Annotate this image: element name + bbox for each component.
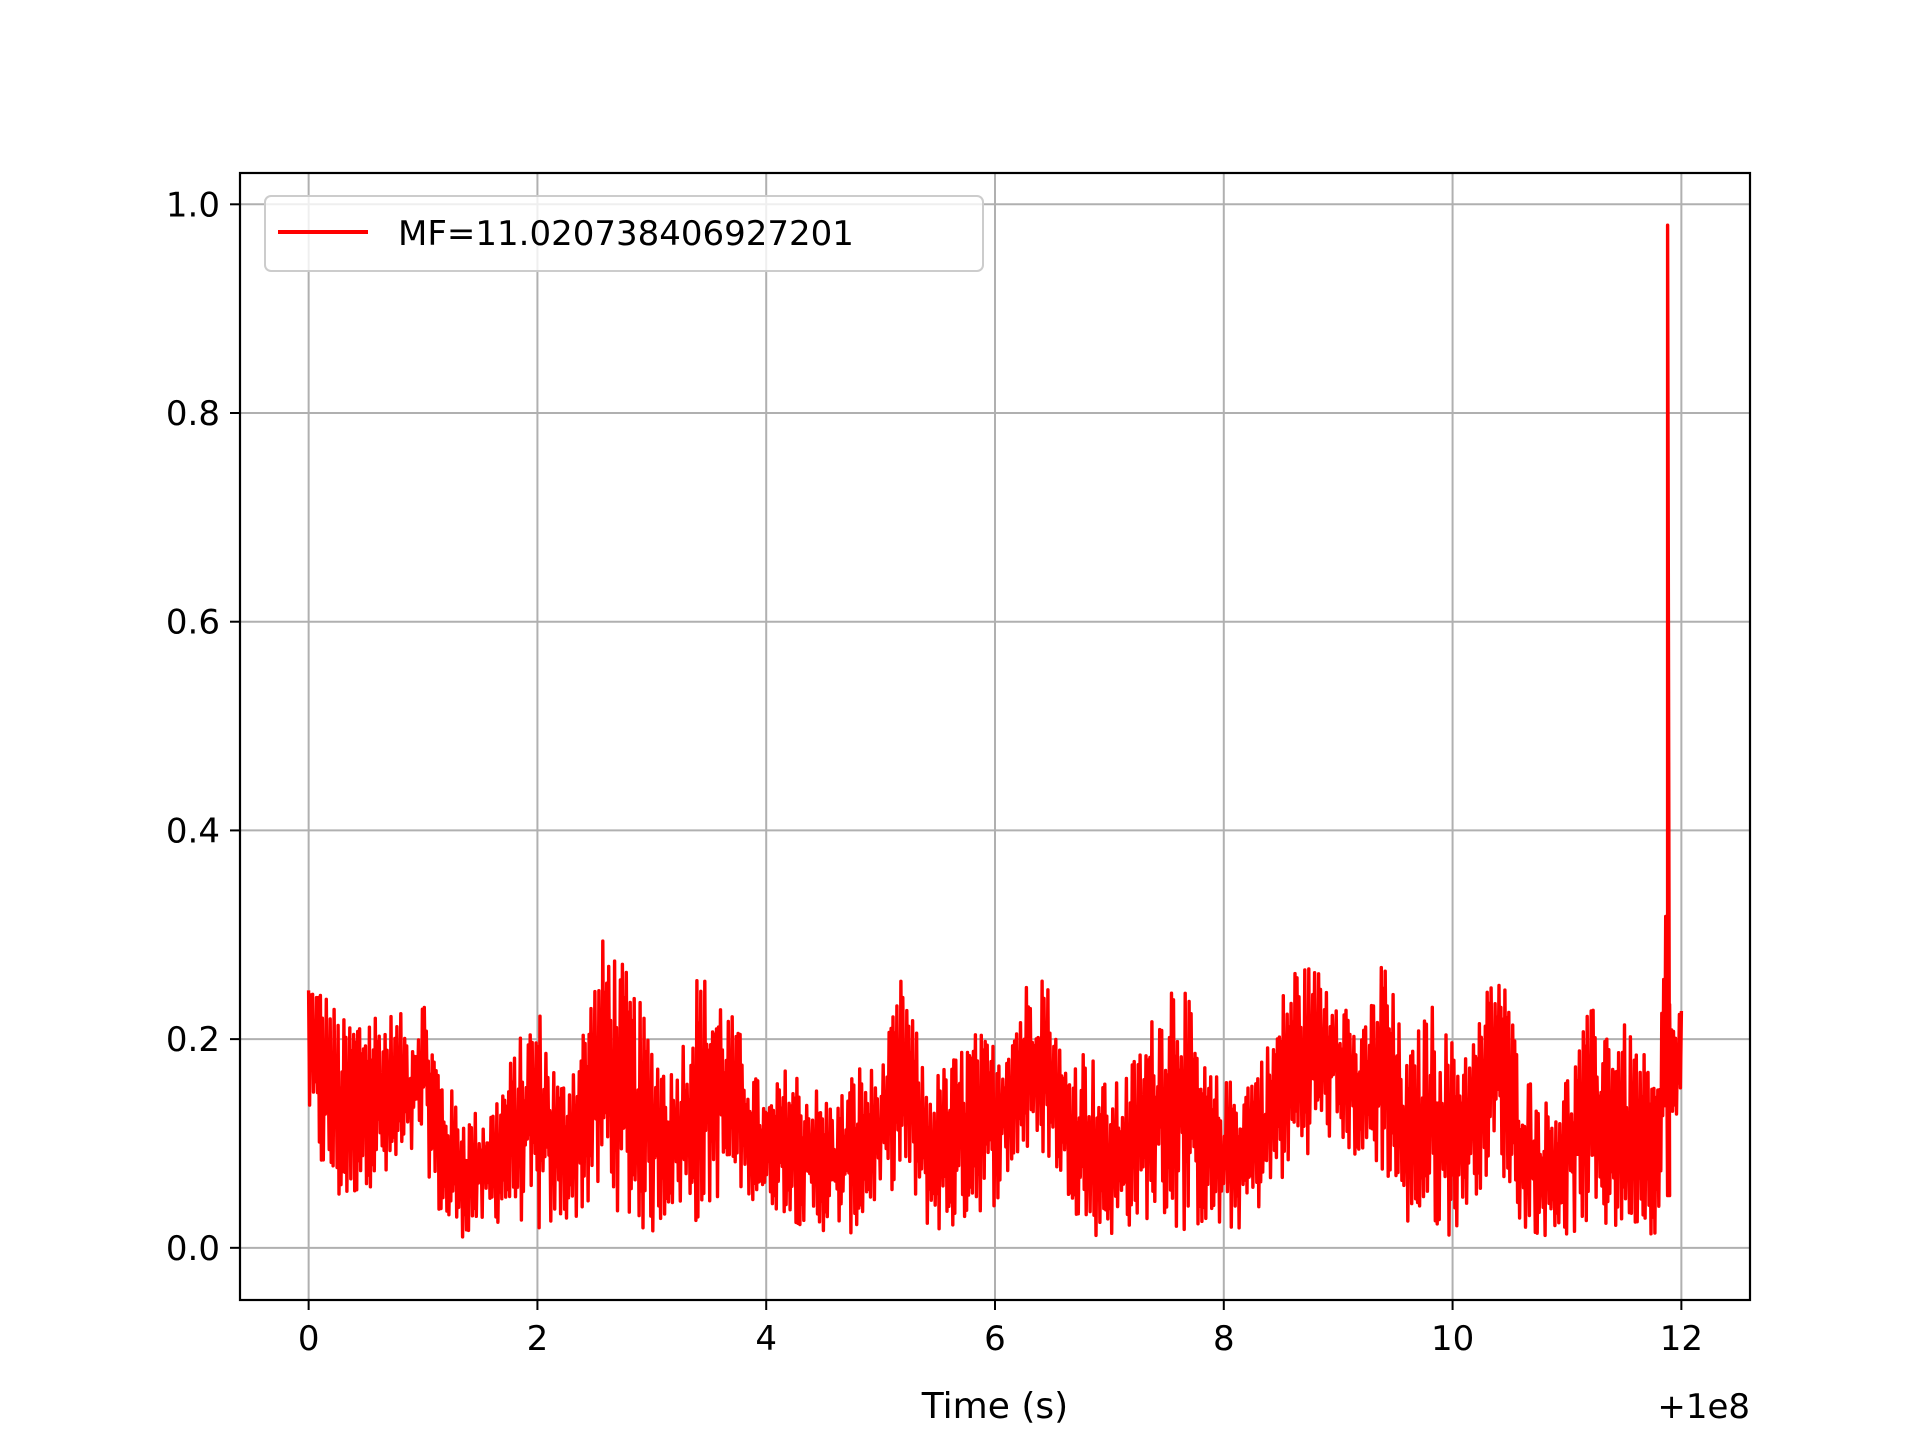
x-tick-label: 0 — [298, 1319, 320, 1359]
y-tick-label: 1.0 — [166, 185, 220, 225]
y-tick-label: 0.4 — [166, 811, 220, 851]
x-offset-label: +1e8 — [1657, 1387, 1750, 1427]
x-tick-label: 12 — [1660, 1319, 1703, 1359]
series-line — [306, 223, 1684, 1239]
x-tick-label: 10 — [1431, 1319, 1474, 1359]
grid — [240, 173, 1750, 1300]
y-tick-label: 0.0 — [166, 1229, 220, 1269]
x-tick-label: 8 — [1213, 1319, 1235, 1359]
x-tick-label: 6 — [984, 1319, 1006, 1359]
y-tick-label: 0.6 — [166, 603, 220, 643]
legend-box — [264, 195, 984, 272]
legend-label: MF=11.020738406927201 — [398, 214, 854, 254]
x-axis-title: Time (s) — [921, 1386, 1068, 1427]
y-tick-label: 0.8 — [166, 394, 220, 434]
legend: MF=11.020738406927201 — [264, 195, 984, 272]
ticks: 0 2 4 6 8 10 12 0.0 0.2 0.4 0.6 0.8 1.0 — [166, 185, 1703, 1359]
x-tick-label: 4 — [755, 1319, 777, 1359]
x-tick-label: 2 — [527, 1319, 549, 1359]
y-tick-label: 0.2 — [166, 1020, 220, 1060]
series-layer — [306, 223, 1684, 1239]
